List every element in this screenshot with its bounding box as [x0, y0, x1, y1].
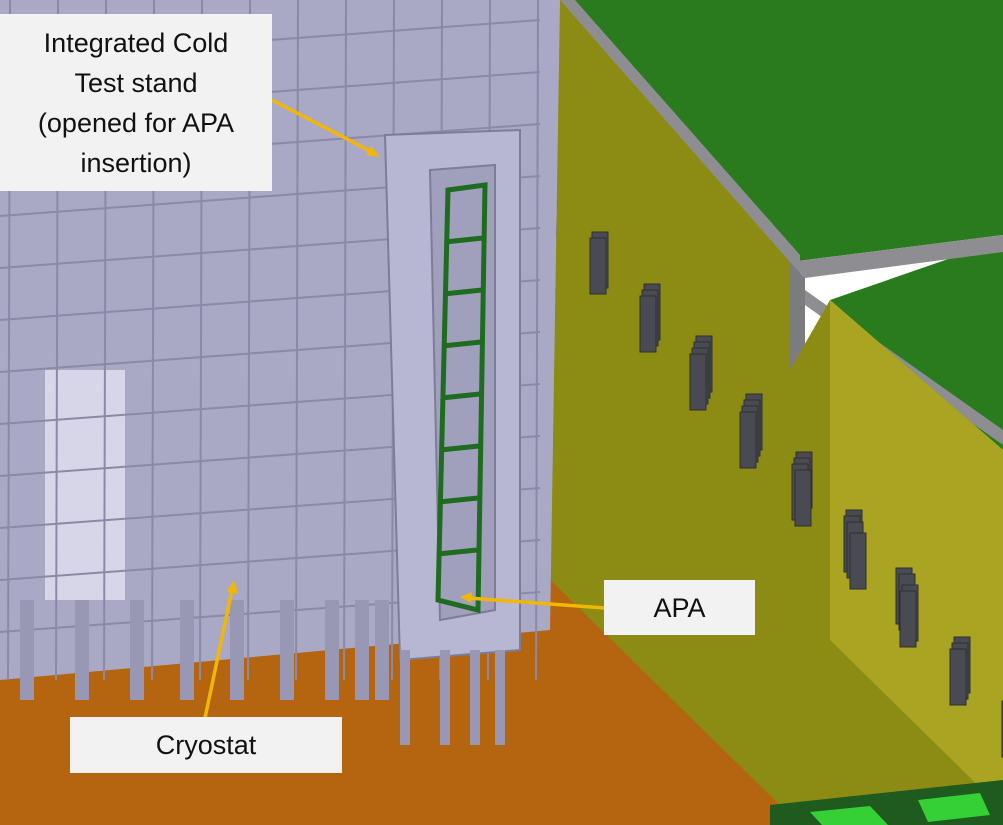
steel-leg — [230, 600, 244, 700]
steel-leg — [280, 600, 294, 700]
window — [949, 648, 967, 706]
test-stand-frame — [383, 128, 521, 745]
stand-leg — [400, 650, 410, 745]
steel-column — [535, 0, 539, 681]
arrow-apa — [467, 596, 606, 610]
steel-leg — [20, 600, 34, 700]
apa-crossbar — [442, 339, 482, 349]
arrow-cryostat-head — [227, 580, 238, 594]
steel-leg — [130, 600, 144, 700]
roof-top-surface — [560, 0, 1003, 262]
window — [589, 237, 607, 295]
wall-windows — [539, 179, 1003, 758]
apa-crossbar — [440, 391, 481, 401]
parapet-pillar — [790, 262, 805, 370]
window — [849, 532, 867, 590]
callout-test-stand: Integrated Cold Test stand (opened for A… — [0, 14, 272, 191]
roof-right-surface — [830, 240, 1003, 450]
apa-crossbar — [443, 287, 483, 297]
apa-crossbar — [439, 443, 480, 453]
apa-frame — [435, 182, 488, 614]
apa-crossbar — [437, 547, 478, 557]
window — [689, 353, 707, 411]
callout-cryostat: Cryostat — [70, 717, 342, 773]
arrow-cryostat — [203, 589, 234, 719]
steel-leg — [355, 600, 369, 700]
callout-arrows — [203, 98, 606, 719]
stand-leg — [470, 650, 480, 745]
apa-crossbar — [438, 495, 479, 505]
steel-leg — [375, 600, 389, 700]
equipment-panel-1 — [810, 806, 888, 825]
steel-leg — [325, 600, 339, 700]
steel-leg — [75, 600, 89, 700]
equipment-panel-2 — [918, 793, 990, 822]
arrow-test-stand-head — [366, 146, 380, 157]
callout-apa: APA — [604, 580, 755, 635]
window — [739, 411, 757, 469]
window — [794, 469, 812, 527]
parapet-beam — [790, 235, 1003, 278]
stand-leg — [440, 650, 450, 745]
arrow-apa-head — [460, 592, 472, 603]
window — [899, 590, 917, 648]
arrow-test-stand — [271, 98, 373, 154]
apa-crossbar — [444, 235, 484, 245]
steel-column — [343, 0, 347, 681]
window — [639, 295, 657, 353]
steel-leg — [180, 600, 194, 700]
stand-leg — [495, 650, 505, 745]
